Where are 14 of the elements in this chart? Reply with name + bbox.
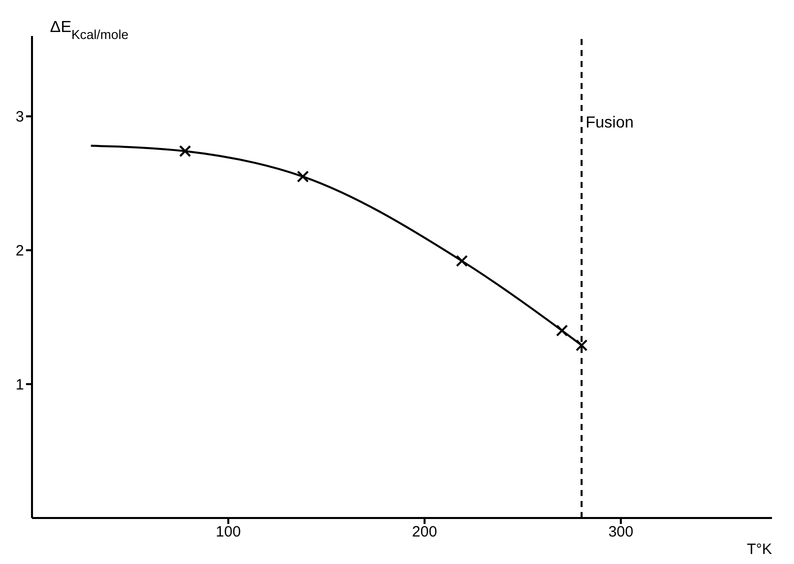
x-axis-title: T°K (746, 541, 772, 558)
y-tick-label: 1 (16, 376, 24, 394)
y-axis-title: ΔE$_{Kcal/mole}$ (50, 19, 128, 42)
point (179, 145, 192, 158)
y-tick-label: 3 (16, 108, 24, 126)
x-tick-label: 300 (608, 524, 634, 541)
x-tick-label: 100 (216, 524, 241, 541)
point (556, 324, 568, 337)
point (576, 339, 588, 352)
ref-line-label: Fusion (586, 114, 634, 132)
point (296, 170, 309, 183)
y-tick-label: 2 (16, 242, 24, 260)
x-tick-label: 200 (412, 524, 438, 541)
point (456, 254, 468, 267)
